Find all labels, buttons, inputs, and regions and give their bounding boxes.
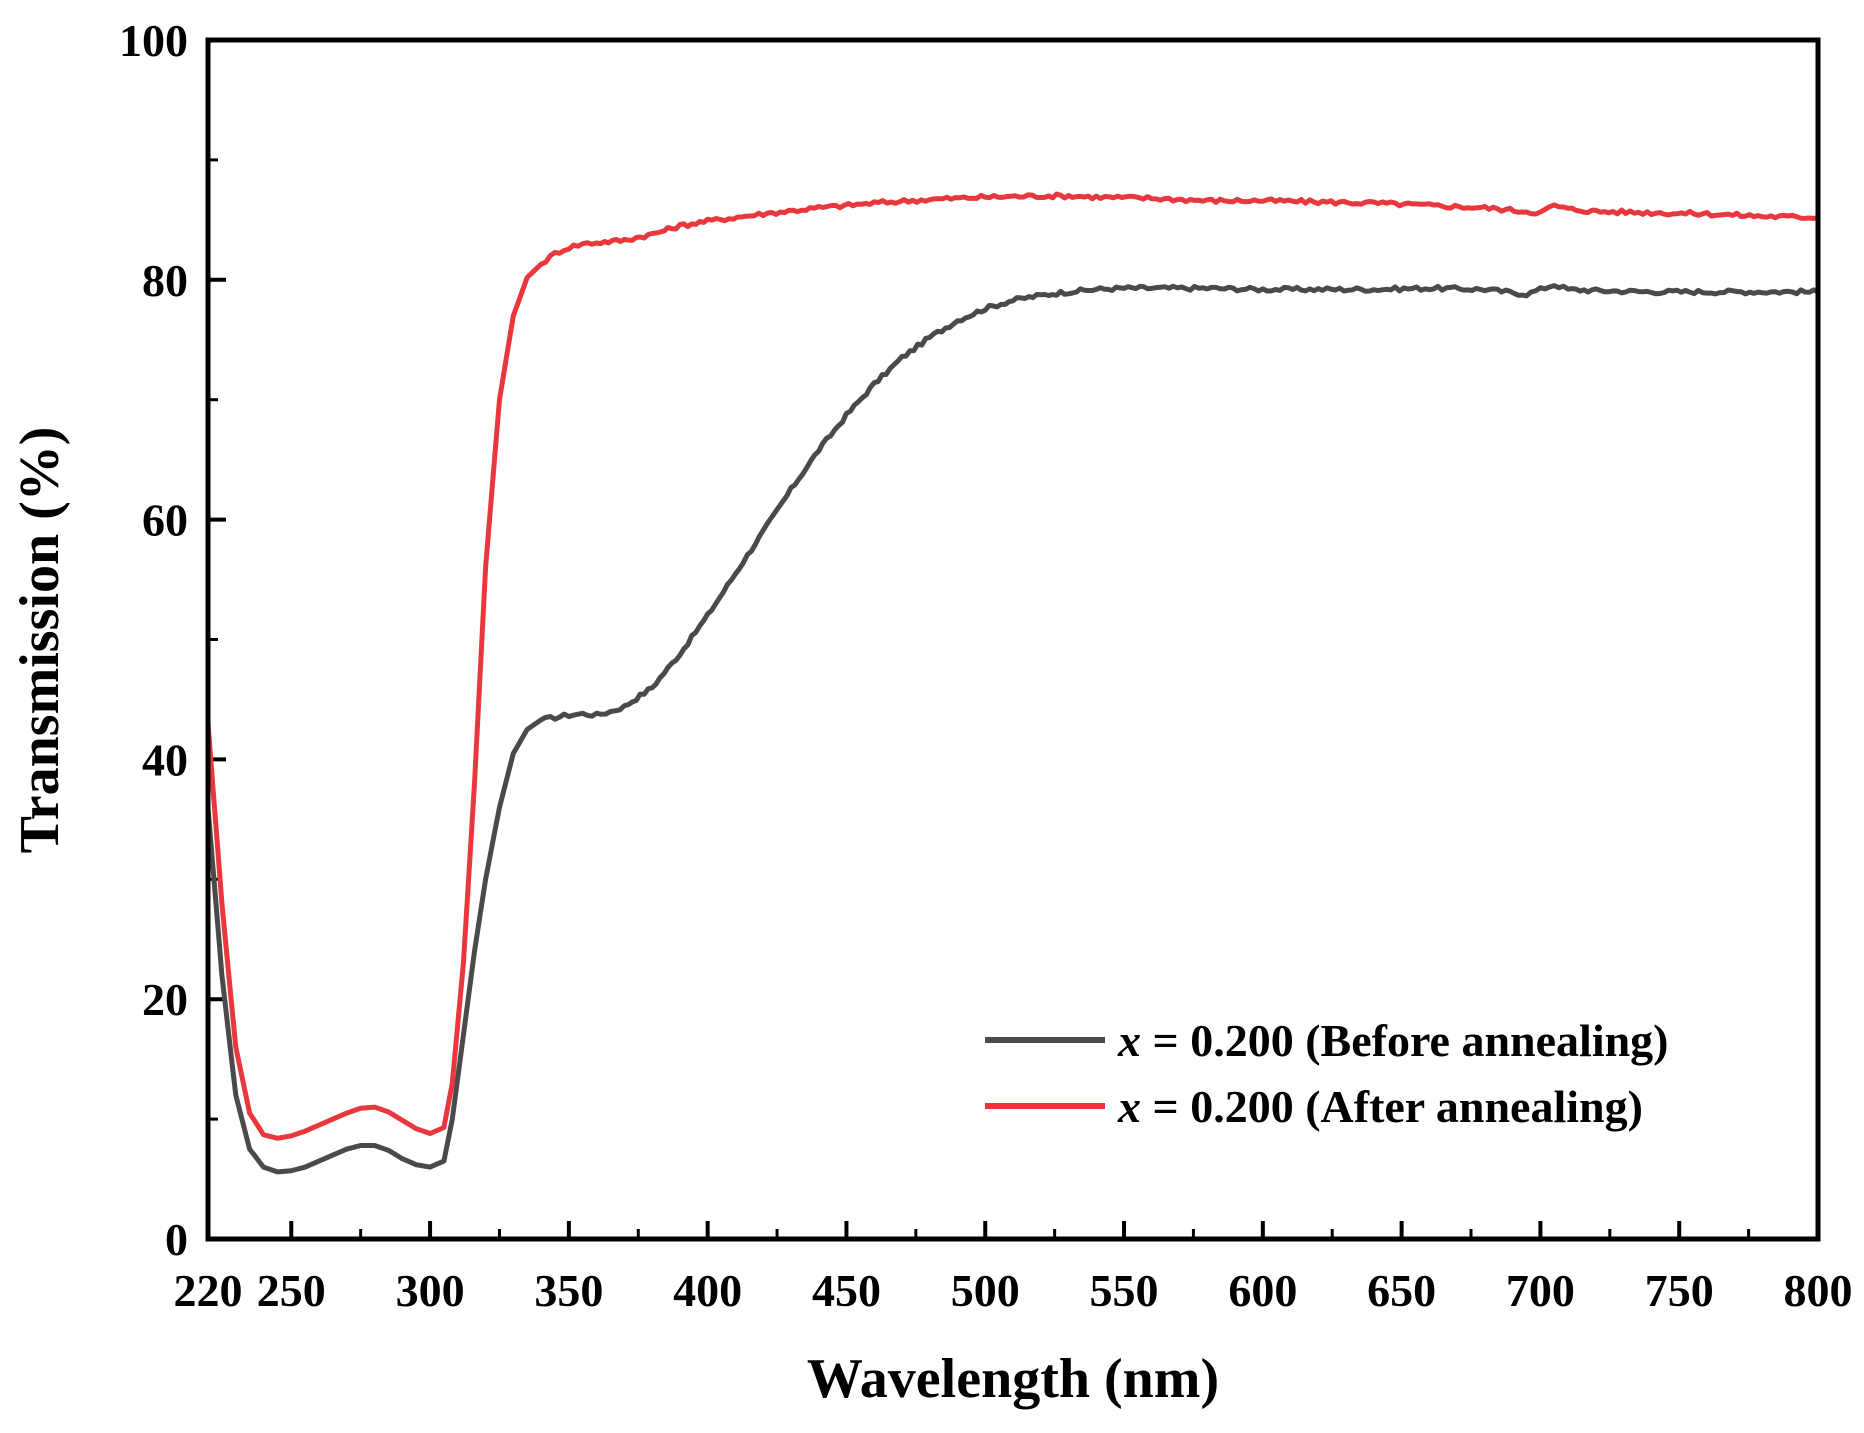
x-tick-label-750: 750 — [1645, 1265, 1714, 1316]
x-tick-label-400: 400 — [673, 1265, 742, 1316]
x-tick-label-550: 550 — [1090, 1265, 1159, 1316]
x-tick-label-600: 600 — [1228, 1265, 1297, 1316]
legend-var-1: x — [1117, 1081, 1141, 1132]
labels-layer: 220 250 300 350 400 450 500 550 600 650 700 750 800 0… — [119, 15, 1853, 1316]
y-tick-label-80: 80 — [142, 255, 188, 306]
y-tick-label-20: 20 — [142, 974, 188, 1025]
y-tick-label-0: 0 — [165, 1214, 188, 1265]
legend-var-0: x — [1117, 1015, 1141, 1066]
legend-label-1: x = 0.200 (After annealing) — [1117, 1081, 1643, 1132]
x-tick-label-500: 500 — [951, 1265, 1020, 1316]
x-tick-label-220: 220 — [174, 1265, 243, 1316]
legend-text-0: = 0.200 (Before annealing) — [1141, 1015, 1669, 1066]
series-layer — [205, 191, 1821, 1175]
plot-frame — [205, 37, 1821, 1242]
legend: x = 0.200 (Before annealing)x = 0.200 (A… — [985, 1015, 1669, 1132]
series-line-0 — [205, 283, 1821, 1175]
y-tick-label-60: 60 — [142, 495, 188, 546]
legend-label-0: x = 0.200 (Before annealing) — [1117, 1015, 1669, 1066]
x-tick-label-250: 250 — [257, 1265, 326, 1316]
y-tick-label-100: 100 — [119, 15, 188, 66]
y-axis-title: Transmission (%) — [9, 427, 71, 854]
legend-text-1: = 0.200 (After annealing) — [1141, 1081, 1643, 1132]
x-tick-label-650: 650 — [1367, 1265, 1436, 1316]
y-tick-label-40: 40 — [142, 734, 188, 785]
x-tick-label-450: 450 — [812, 1265, 881, 1316]
x-tick-label-800: 800 — [1784, 1265, 1853, 1316]
series-line-1 — [205, 191, 1821, 1141]
x-tick-label-350: 350 — [534, 1265, 603, 1316]
x-tick-label-700: 700 — [1506, 1265, 1575, 1316]
x-tick-label-300: 300 — [396, 1265, 465, 1316]
x-axis-title: Wavelength (nm) — [807, 1348, 1219, 1410]
